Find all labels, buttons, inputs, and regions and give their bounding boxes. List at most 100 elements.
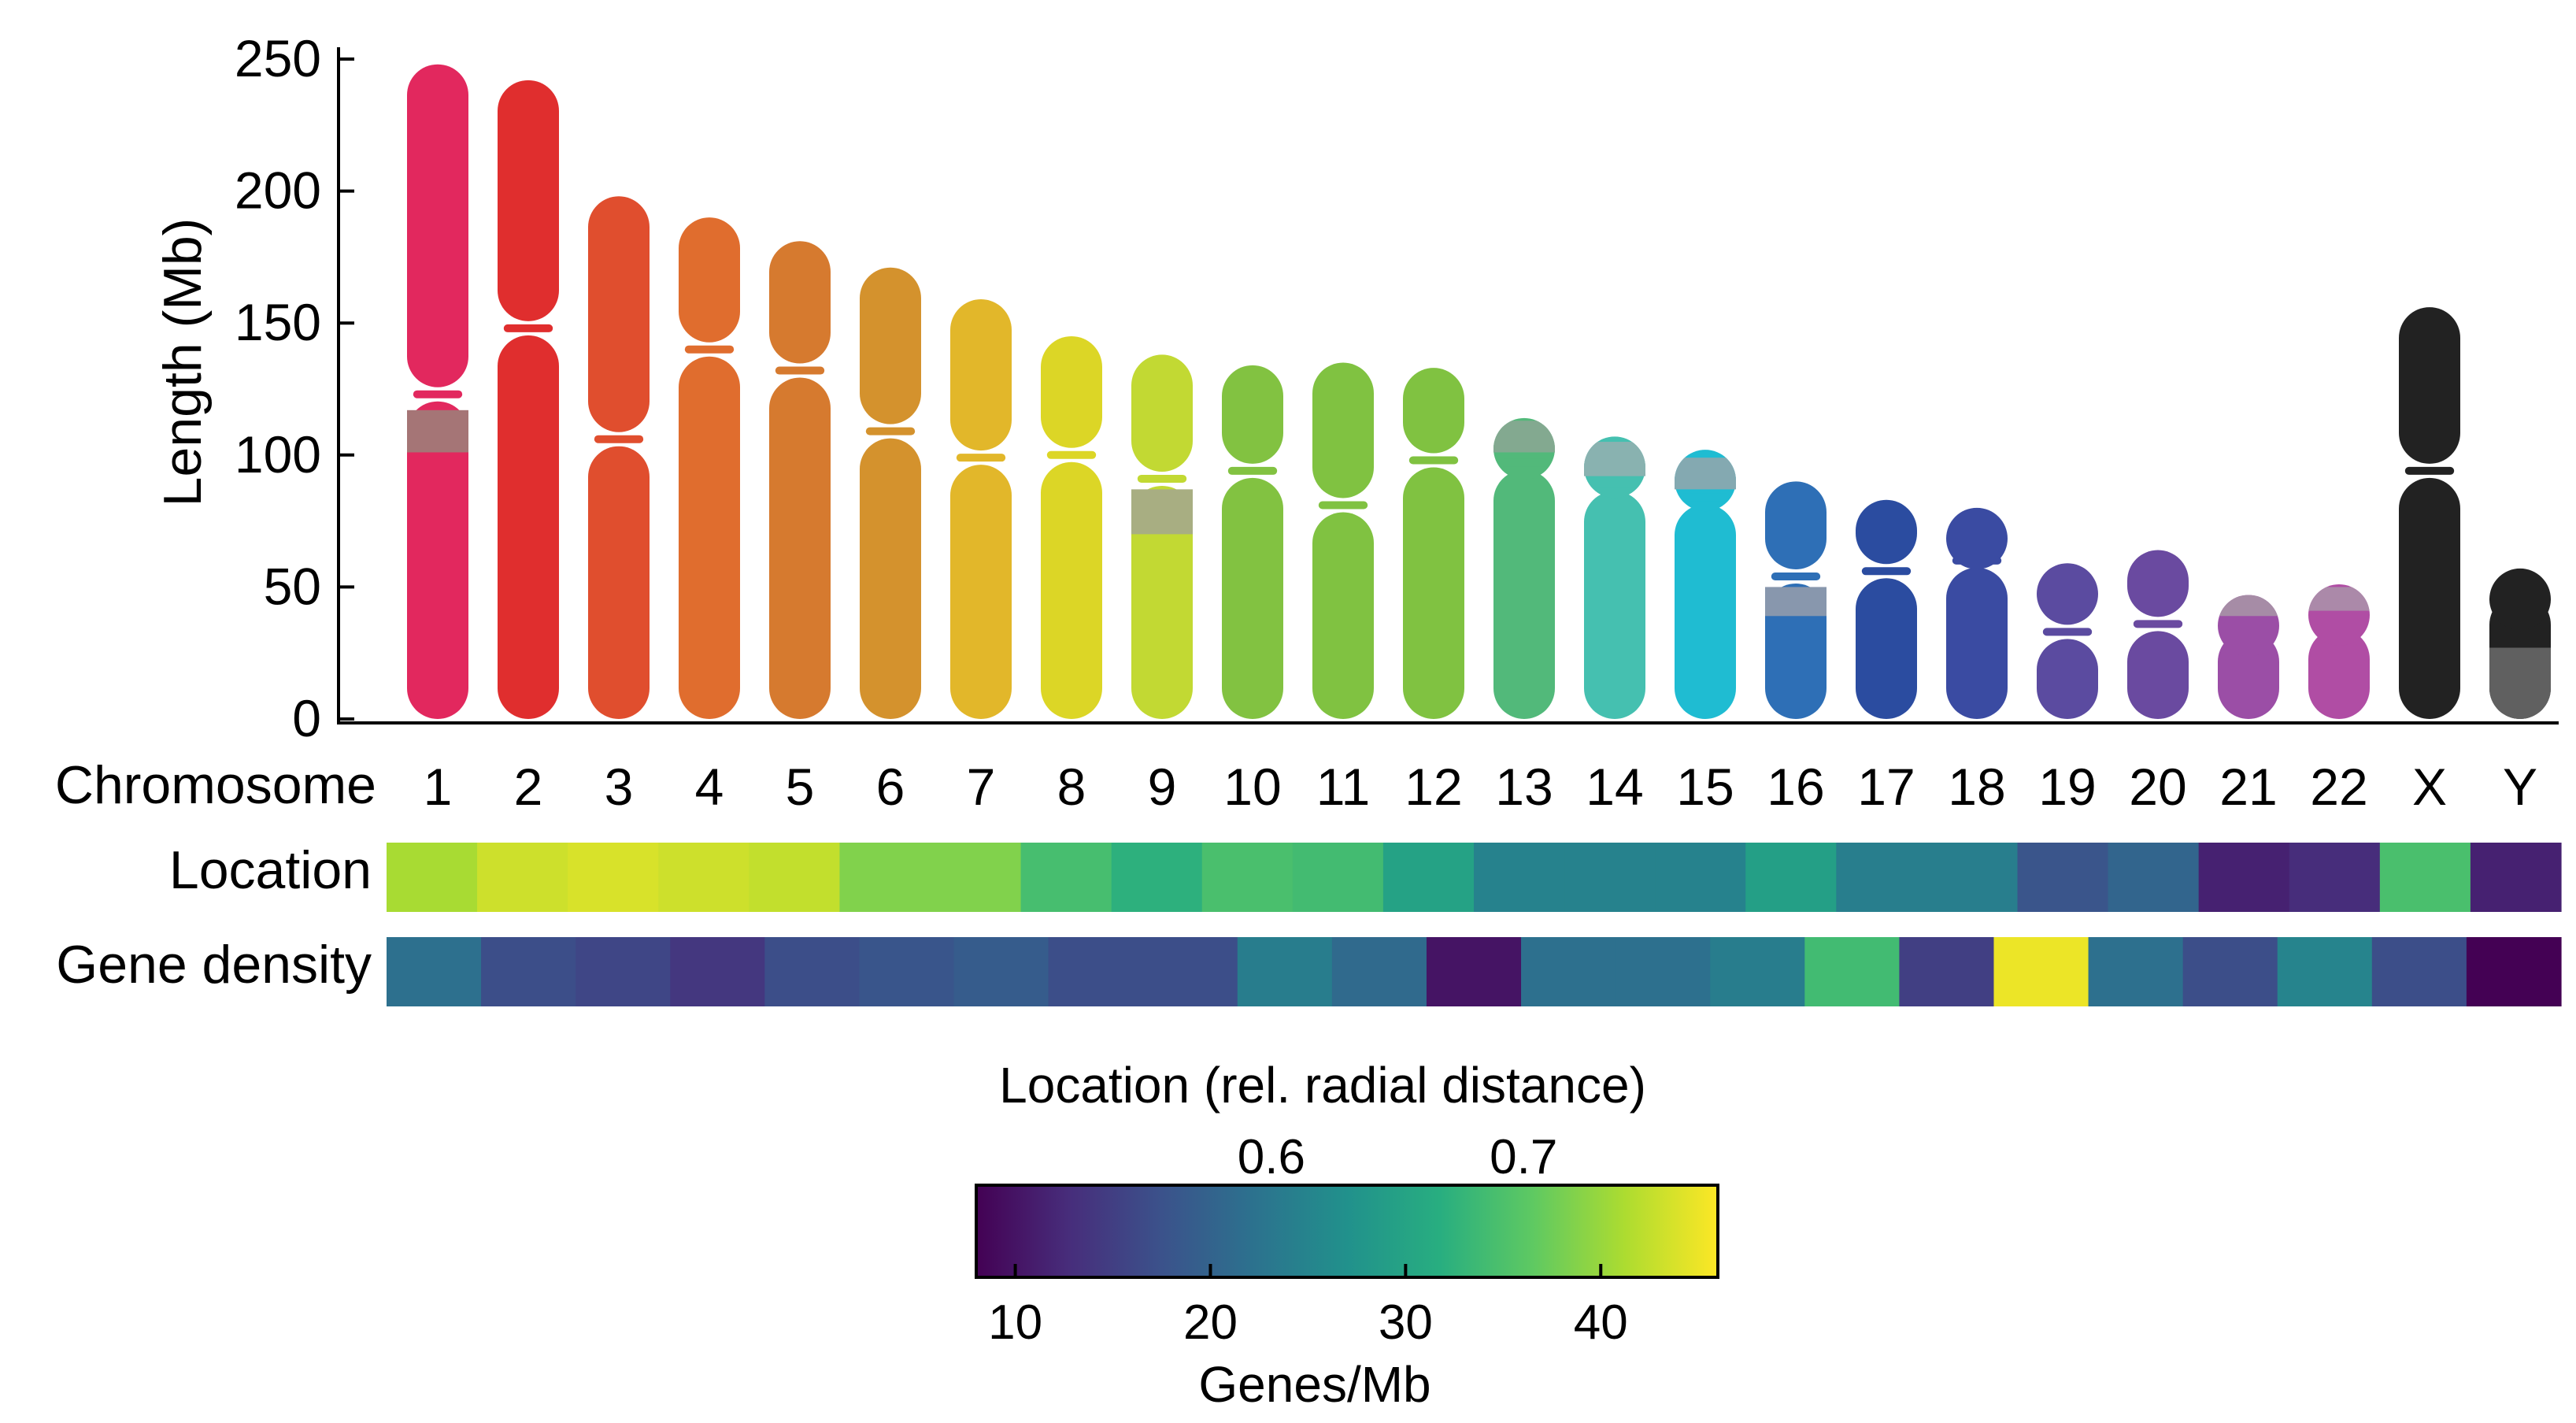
x-tick-label: 3 bbox=[605, 758, 634, 816]
heterochromatin-region bbox=[2308, 587, 2370, 611]
chromosome-13 bbox=[1493, 417, 1555, 719]
centromere-band bbox=[2495, 583, 2545, 591]
heatmap-row-location bbox=[387, 843, 2562, 912]
x-tick-label: 14 bbox=[1586, 758, 1643, 816]
heatmap-cell bbox=[481, 937, 576, 1006]
heatmap-cell bbox=[568, 843, 659, 912]
heatmap-cell bbox=[2289, 843, 2381, 912]
chromosome-arm-upper bbox=[1765, 481, 1827, 569]
chromosome-arm-upper bbox=[2127, 550, 2189, 617]
heatmap-cell bbox=[658, 843, 749, 912]
chromosome-arm-lower bbox=[1312, 512, 1374, 719]
chromosome-7 bbox=[950, 299, 1012, 719]
chromosomes bbox=[407, 64, 2551, 719]
chromosome-arm-lower bbox=[1041, 461, 1102, 719]
centromere-band bbox=[413, 390, 463, 398]
chromosome-arm-lower bbox=[1675, 504, 1736, 719]
chromosome-11 bbox=[1312, 362, 1374, 719]
chromosome-6 bbox=[860, 267, 921, 719]
chromosome-arm-lower bbox=[1403, 467, 1464, 719]
heatmap-cell bbox=[1993, 937, 2089, 1006]
heatmap-cell bbox=[670, 937, 765, 1006]
chromosome-arm-lower bbox=[1493, 469, 1555, 719]
centromere-band bbox=[1408, 456, 1459, 465]
heatmap-cell bbox=[1616, 937, 1711, 1006]
chromosome-arm-lower bbox=[498, 335, 559, 719]
chromosome-arm-upper bbox=[1946, 507, 2008, 569]
chromosome-arm-upper bbox=[1856, 499, 1917, 565]
chromosome-arm-upper bbox=[2489, 568, 2551, 630]
centromere-band bbox=[1590, 480, 1640, 488]
chromosome-14 bbox=[1584, 436, 1645, 719]
chromosome-arm-upper bbox=[860, 267, 921, 424]
x-tick-label: 21 bbox=[2219, 758, 2277, 816]
centromere-band bbox=[1227, 466, 1278, 475]
heatmap-cell bbox=[1048, 937, 1144, 1006]
centromere-band bbox=[2042, 628, 2093, 636]
heatmap-cell bbox=[1564, 843, 1656, 912]
chromosome-10 bbox=[1222, 365, 1283, 719]
heatmap-cell bbox=[1655, 843, 1746, 912]
chromosome-arm-lower bbox=[407, 401, 468, 719]
centromere-band bbox=[1771, 572, 1821, 580]
x-tick-label: 22 bbox=[2310, 758, 2367, 816]
y-tick-label: 150 bbox=[235, 293, 321, 351]
chromosome-2 bbox=[498, 80, 559, 719]
y-axis-label: Length (Mb) bbox=[153, 218, 213, 507]
x-tick-label: X bbox=[2412, 758, 2447, 816]
chromosome-3 bbox=[588, 196, 650, 719]
heatmap-cell bbox=[1899, 937, 1995, 1006]
colorbar-top-tick-label: 0.6 bbox=[1238, 1130, 1305, 1184]
chromosome-5 bbox=[769, 241, 831, 719]
chromosome-arm-upper bbox=[769, 241, 831, 364]
chromosome-arm-lower bbox=[2308, 628, 2370, 719]
heatmap-cell bbox=[2108, 843, 2200, 912]
chromosome-X bbox=[2399, 307, 2460, 719]
chromosome-arm-upper bbox=[1131, 354, 1193, 472]
heatmap-cell bbox=[749, 843, 841, 912]
heatmap-cell bbox=[839, 843, 931, 912]
x-tick-label: 19 bbox=[2038, 758, 2096, 816]
chromosome-18 bbox=[1946, 507, 2008, 719]
chromosome-arm-lower bbox=[860, 438, 921, 719]
colorbar: Location (rel. radial distance) 0.6 0.7 1… bbox=[975, 1057, 1719, 1413]
x-tick-label: 9 bbox=[1148, 758, 1177, 816]
chromosome-arm-lower bbox=[2218, 631, 2279, 719]
heatmap-cell bbox=[2088, 937, 2184, 1006]
heatmap-cell bbox=[1426, 937, 1522, 1006]
chromosome-arm-upper bbox=[1222, 365, 1283, 464]
colorbar-top-ticks: 0.6 0.7 bbox=[1238, 1130, 1557, 1199]
chromosome-12 bbox=[1403, 368, 1464, 719]
x-tick-label: 10 bbox=[1223, 758, 1281, 816]
heatmap-row-gene-density bbox=[387, 937, 2562, 1006]
heatmap-cell bbox=[1331, 937, 1427, 1006]
heatmap-cell bbox=[2371, 937, 2467, 1006]
chromosome-1 bbox=[407, 64, 468, 719]
y-tick-label: 100 bbox=[235, 425, 321, 484]
centromere-band bbox=[503, 324, 553, 332]
centromere-band bbox=[2223, 620, 2274, 628]
colorbar-top-tick-label: 0.7 bbox=[1490, 1130, 1557, 1184]
heatmap-cell bbox=[1926, 843, 2019, 912]
chromosome-16 bbox=[1765, 481, 1827, 719]
centromere-band bbox=[775, 366, 825, 375]
x-tick-label: 1 bbox=[424, 758, 453, 816]
chromosome-21 bbox=[2218, 595, 2279, 719]
heatmap-cell bbox=[1836, 843, 1928, 912]
colorbar-top-label: Location (rel. radial distance) bbox=[999, 1057, 1646, 1114]
x-tick-label: Y bbox=[2503, 758, 2537, 816]
x-tick-label: 18 bbox=[1948, 758, 2005, 816]
heatmap-rows: Location Gene density bbox=[56, 840, 2562, 1006]
heatmap-row-label-location: Location bbox=[169, 840, 372, 900]
heatmap-cell bbox=[477, 843, 568, 912]
heatmap-cell bbox=[1142, 937, 1238, 1006]
heterochromatin-region bbox=[2218, 595, 2279, 617]
chromosome-arm-lower bbox=[769, 377, 831, 719]
colorbar-bottom-tick-label: 10 bbox=[988, 1295, 1042, 1350]
y-tick-label: 250 bbox=[235, 29, 321, 87]
centromere-band bbox=[956, 454, 1006, 462]
colorbar-bottom-label: Genes/Mb bbox=[1198, 1356, 1430, 1413]
chromosome-arm-lower bbox=[1856, 578, 1917, 719]
heatmap-cell bbox=[859, 937, 955, 1006]
centromere-band bbox=[1861, 567, 1912, 576]
